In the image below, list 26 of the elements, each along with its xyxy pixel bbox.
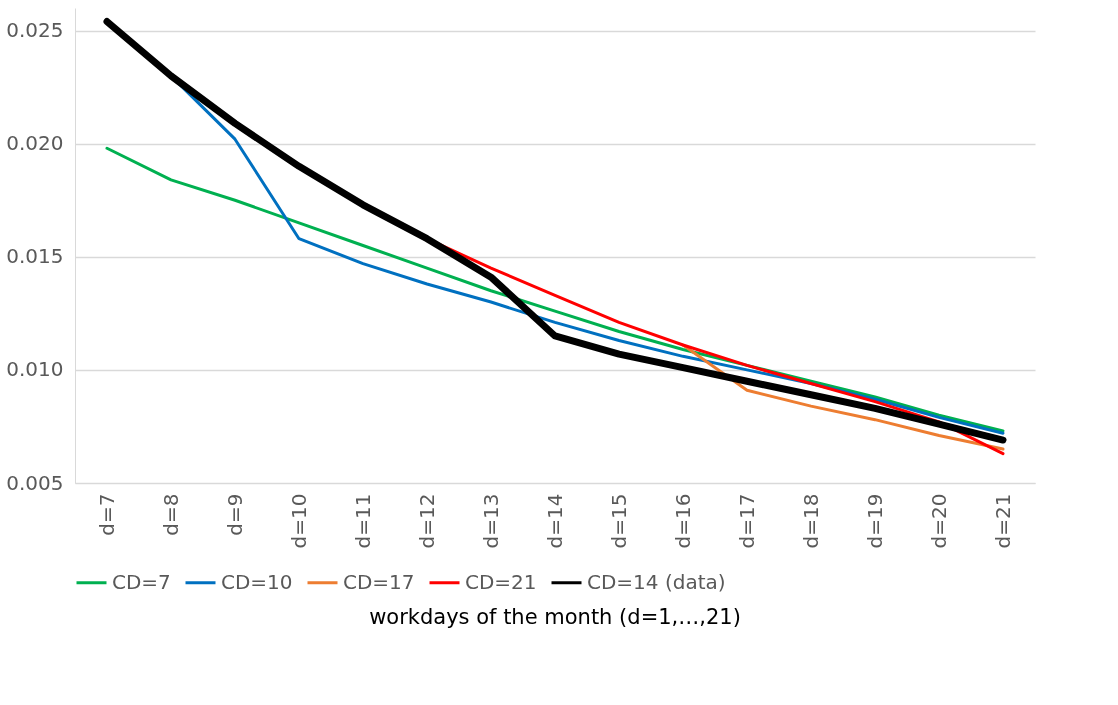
x-tick-label: d=16 bbox=[670, 493, 695, 549]
y-tick-label: 0.020 bbox=[6, 131, 64, 156]
x-axis-title: workdays of the month (d=1,…,21) bbox=[369, 605, 741, 629]
x-tick-label: d=17 bbox=[734, 493, 759, 549]
legend-label: CD=10 bbox=[221, 569, 293, 594]
x-tick-label: d=7 bbox=[94, 493, 119, 536]
x-tick-label: d=14 bbox=[542, 493, 567, 549]
x-tick-label: d=21 bbox=[990, 493, 1015, 549]
x-tick-label: d=18 bbox=[798, 493, 823, 549]
x-tick-label: d=13 bbox=[478, 493, 503, 549]
y-tick-label: 0.005 bbox=[6, 470, 64, 495]
x-tick-label: d=11 bbox=[350, 493, 375, 549]
y-tick-label: 0.025 bbox=[6, 18, 64, 43]
legend-label: CD=21 bbox=[465, 569, 537, 594]
legend-label: CD=7 bbox=[112, 569, 171, 594]
x-tick-label: d=12 bbox=[414, 493, 439, 549]
x-tick-label: d=9 bbox=[222, 493, 247, 536]
y-tick-label: 0.010 bbox=[6, 357, 64, 382]
legend-label: CD=17 bbox=[343, 569, 415, 594]
x-tick-label: d=10 bbox=[286, 493, 311, 549]
x-tick-label: d=20 bbox=[926, 493, 951, 549]
y-tick-label: 0.015 bbox=[6, 244, 64, 269]
x-tick-label: d=8 bbox=[158, 493, 183, 536]
x-tick-label: d=19 bbox=[862, 493, 887, 549]
legend-label: CD=14 (data) bbox=[587, 569, 726, 594]
x-tick-label: d=15 bbox=[606, 493, 631, 549]
